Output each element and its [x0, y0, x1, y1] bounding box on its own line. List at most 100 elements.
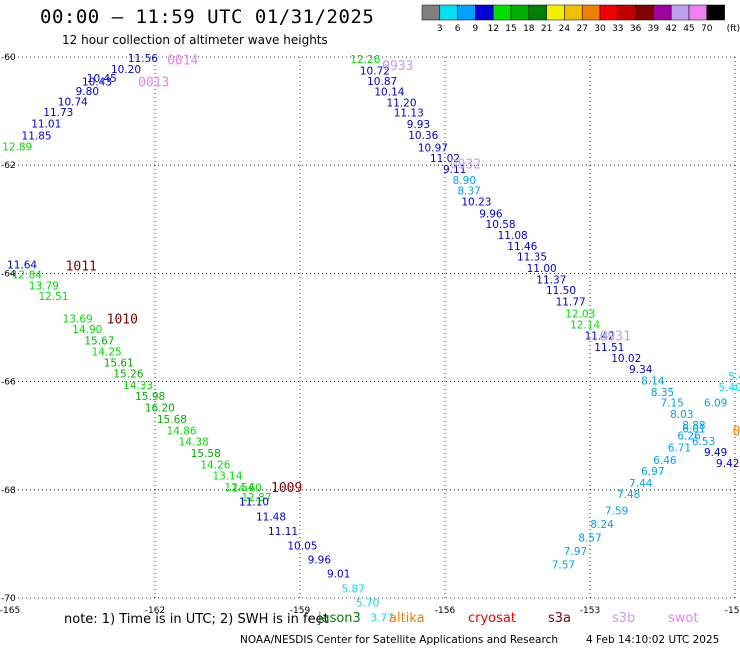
wave-height-point: 12.84	[12, 269, 42, 281]
legend-swatch	[670, 4, 690, 21]
wave-height-point: 5.87	[341, 583, 364, 595]
wave-height-point: 6.71	[668, 443, 691, 455]
legend-tick-label: 18	[523, 24, 535, 34]
credit-text: NOAA/NESDIS Center for Satellite Applica…	[240, 634, 558, 646]
legend-tick-label: 9	[473, 24, 479, 34]
wave-height-point: 7.48	[617, 489, 640, 501]
wave-height-point: 10.05	[287, 541, 317, 553]
wave-height-point: 11.48	[256, 511, 286, 523]
wave-height-point: 7.59	[605, 505, 628, 517]
y-tick-label: -62	[1, 161, 16, 171]
satellite-s3b-label: s3b	[612, 611, 636, 626]
wave-height-point: 8.03	[670, 409, 693, 421]
wave-height-point: 7.97	[564, 546, 587, 558]
legend-tick-label: 15	[505, 24, 516, 34]
wave-height-point: 10.97	[418, 142, 448, 154]
wave-height-point: 9.96	[308, 555, 332, 567]
wave-height-point: 11.10	[239, 497, 269, 509]
legend-tick-label: 27	[576, 24, 587, 34]
legend-tick-label: 45	[683, 24, 694, 34]
x-tick-label: -165	[0, 606, 20, 616]
wave-height-point: 15.58	[191, 448, 221, 460]
wave-height-point: 10.36	[408, 130, 438, 142]
wave-height-point: 13.79	[29, 280, 59, 292]
wave-height-point: 15.61	[104, 358, 134, 370]
pass-label: 0013	[138, 75, 169, 90]
wave-height-point: 7.44	[629, 478, 653, 490]
wave-height-point: 14.25	[92, 346, 122, 358]
wave-height-point: 6.53	[692, 436, 715, 448]
wave-height-point: 15.26	[113, 368, 143, 380]
wave-height-point: 7.15	[660, 398, 683, 410]
wave-height-point: 9.49	[704, 447, 727, 459]
wave-height-point: 11.08	[498, 230, 528, 242]
wave-height-point: 10.58	[486, 219, 516, 231]
wave-height-point: 8.57	[578, 532, 601, 544]
wave-height-point: 5.70	[356, 597, 379, 609]
wave-height-point: 10.14	[374, 87, 404, 99]
wave-height-point: 10.87	[367, 76, 397, 88]
satellite-s3a-label: s3a	[548, 611, 572, 626]
legend-tick-label: 21	[541, 24, 552, 34]
y-tick-label: -60	[1, 53, 16, 63]
wave-height-point: 8.35	[651, 387, 674, 399]
wave-height-point: 10.23	[461, 196, 491, 208]
wave-height-point: 11.85	[22, 130, 52, 142]
wave-height-point: 10.45	[87, 73, 117, 85]
wave-height-point: 9.42	[716, 458, 739, 470]
legend-tick-label: 36	[630, 24, 642, 34]
wave-height-point: 9.34	[629, 364, 653, 376]
legend-swatch	[688, 4, 708, 21]
wave-height-point: 9.11	[443, 164, 466, 176]
wave-height-point: 11.13	[394, 108, 424, 120]
wave-height-point: 15.67	[84, 335, 114, 347]
legend-swatch	[528, 4, 547, 21]
chart-subtitle: 12 hour collection of altimeter wave hei…	[62, 33, 328, 47]
legend-tick-label: 12	[487, 24, 498, 34]
pass-label: 0014	[167, 54, 198, 69]
wave-height-point: 9.80	[76, 86, 99, 98]
wave-height-point: 11.46	[507, 241, 537, 253]
satellite-altika-label: altika	[389, 611, 425, 626]
wave-height-point: 14.33	[123, 380, 153, 392]
x-tick-label: -153	[580, 606, 600, 616]
wave-height-point: 5.40	[718, 382, 740, 394]
wave-height-point: 11.50	[546, 285, 576, 297]
wave-height-point: 13.69	[63, 313, 93, 325]
wave-height-point: 14.90	[72, 324, 102, 336]
wave-height-point: 11.56	[128, 53, 158, 65]
wave-height-point: 11.02	[430, 153, 460, 165]
x-tick-label: -150	[725, 606, 740, 616]
wave-height-point: 10.43	[82, 76, 112, 88]
y-tick-label: -64	[1, 269, 16, 279]
wave-height-point: 14.86	[167, 425, 197, 437]
satellite-swot-label: swot	[668, 611, 699, 626]
wave-height-point: 12.87	[241, 492, 271, 504]
x-tick-label: -162	[145, 606, 165, 616]
wave-height-point: 10.72	[360, 66, 390, 78]
wave-height-point: 14.60	[232, 483, 262, 495]
wave-height-point: 14.38	[179, 437, 209, 449]
satellite-cryosat-label: cryosat	[468, 611, 516, 626]
wave-height-point: 11.73	[43, 107, 73, 119]
legend-swatch	[546, 4, 565, 21]
pass-label: 1011	[66, 259, 97, 274]
satellite-jason3-label: jason3	[318, 611, 361, 626]
wave-height-point: 9.96	[479, 208, 503, 220]
legend-tick-label: 42	[665, 24, 676, 34]
wave-height-point: 15.98	[135, 391, 165, 403]
wave-height-point: 11.64	[7, 260, 37, 272]
legend-swatch	[457, 4, 476, 21]
wave-height-point: 6.46	[653, 455, 677, 467]
legend-tick-label: 70	[701, 24, 713, 34]
legend-tick-label: 3	[437, 24, 443, 34]
legend-swatch	[581, 4, 601, 21]
wave-height-point: 6.09	[704, 398, 727, 410]
wave-height-point: 11.11	[268, 526, 298, 538]
pass-label: 0932	[450, 158, 481, 173]
wave-height-point: 11.77	[556, 297, 586, 309]
wave-height-point: 6.97	[641, 466, 664, 478]
wave-height-point: 3.77	[370, 612, 393, 624]
wave-height-point: 14.26	[200, 459, 230, 471]
legend-swatch	[706, 4, 725, 21]
